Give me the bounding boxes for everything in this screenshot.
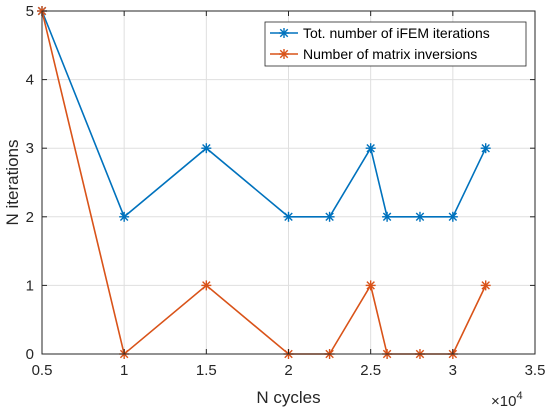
data-point: [365, 143, 376, 154]
x-tick-label: 2: [284, 362, 292, 379]
y-tick-label: 5: [26, 3, 34, 20]
data-point: [414, 211, 425, 222]
data-point: [447, 211, 458, 222]
data-point: [480, 143, 491, 154]
data-point: [201, 143, 212, 154]
legend-box: [264, 21, 527, 67]
legend-item: Tot. number of iFEM iterations: [270, 25, 490, 41]
data-point: [119, 211, 130, 222]
series-line: [41, 10, 487, 219]
legend-item: Number of matrix inversions: [270, 46, 477, 62]
x-tick-label: 1.5: [196, 362, 217, 379]
legend-marker: [279, 28, 289, 38]
x-axis-exponent-base: ×10: [491, 393, 516, 410]
x-tick-label: 3.5: [525, 362, 546, 379]
x-axis-exponent: ×104: [491, 390, 523, 410]
y-tick-label: 4: [26, 72, 34, 89]
legend-label: Number of matrix inversions: [303, 46, 477, 62]
tick-labels: 0.5 1 1.5 2 2.5 3 3.5 0 1 2 3 4 5: [26, 3, 546, 379]
y-tick-label: 3: [26, 140, 34, 157]
x-tick-label: 3: [449, 362, 457, 379]
data-point: [324, 211, 335, 222]
x-axis-label: N cycles: [256, 388, 320, 407]
x-tick-label: 2.5: [360, 362, 381, 379]
y-tick-label: 0: [26, 346, 34, 363]
legend: Tot. number of iFEM iterations Number of …: [264, 21, 527, 67]
data-point: [382, 211, 393, 222]
x-tick-label: 0.5: [32, 362, 53, 379]
x-tick-label: 1: [120, 362, 128, 379]
y-tick-label: 1: [26, 277, 34, 294]
legend-marker: [279, 49, 289, 59]
data-point: [480, 280, 491, 291]
data-point: [201, 280, 212, 291]
y-tick-label: 2: [26, 209, 34, 226]
data-point: [283, 211, 294, 222]
series-1: [37, 6, 491, 222]
x-axis-exponent-power: 4: [516, 390, 522, 402]
y-axis-label: N iterations: [3, 140, 22, 226]
legend-label: Tot. number of iFEM iterations: [303, 25, 490, 41]
axis-ticks: [41, 10, 536, 355]
data-point: [365, 280, 376, 291]
